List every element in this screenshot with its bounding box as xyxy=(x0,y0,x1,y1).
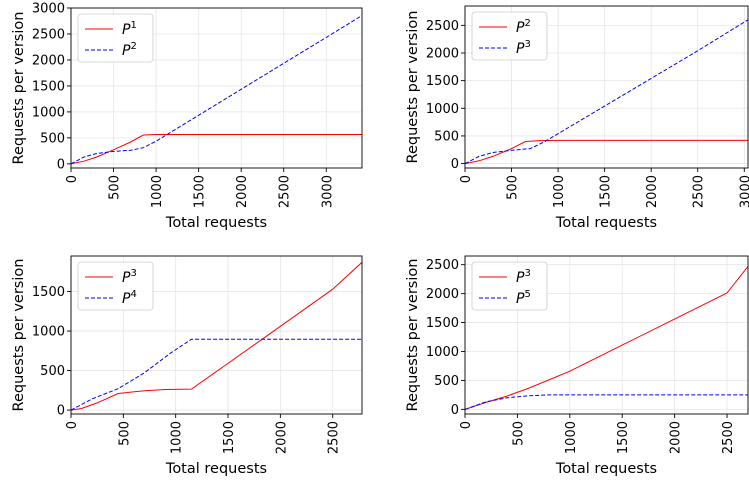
subplot-4: 0 500 1000 1500 2000 2500 0 500 1000 1500 2000 2500… xyxy=(405,255,749,477)
x-tick-label: 2000 xyxy=(669,421,684,454)
y-tick-label: 0 xyxy=(451,403,459,418)
x-tick-label: 0 xyxy=(65,421,80,429)
x-axis-label: Total requests xyxy=(165,461,267,477)
x-tick-label: 500 xyxy=(506,175,521,200)
x-tick-label: 2500 xyxy=(327,421,342,454)
x-tick-label: 2000 xyxy=(274,421,289,454)
legend-superscript: 5 xyxy=(524,289,530,300)
series-line-P2 xyxy=(465,139,748,165)
x-tick-label: 3000 xyxy=(320,175,335,208)
legend-superscript: 1 xyxy=(130,20,136,31)
x-tick-label: 500 xyxy=(511,421,526,446)
series-line-P3 xyxy=(465,266,748,410)
legend-box xyxy=(77,13,154,63)
subplot-3: 0 500 1000 1500 2000 2500 0 500 1000 1500 Total re… xyxy=(11,255,363,477)
axes-frame xyxy=(70,255,363,415)
y-tick-label: 500 xyxy=(434,129,459,144)
x-tick-label: 0 xyxy=(459,175,474,183)
x-tick-label: 2500 xyxy=(278,175,293,208)
x-tick-label: 500 xyxy=(108,175,123,200)
y-tick-label: 0 xyxy=(57,404,65,419)
series-line-P4 xyxy=(71,338,362,411)
y-tick-label: 0 xyxy=(57,157,65,172)
y-tick-label: 1500 xyxy=(426,74,459,89)
legend-superscript: 4 xyxy=(130,289,136,300)
x-tick-label: 1500 xyxy=(599,175,614,208)
x-tick-label: 1500 xyxy=(222,421,237,454)
legend-box xyxy=(471,261,548,311)
y-tick-label: 1000 xyxy=(426,345,459,360)
y-tick-label: 2500 xyxy=(426,258,459,273)
y-axis-label: Requests per version xyxy=(11,12,27,165)
legend-superscript: 3 xyxy=(130,268,136,279)
subplot-2: 0 500 1000 1500 2000 2500 3000 0 500 1000 1500 2000… xyxy=(405,5,749,231)
x-tick-label: 1000 xyxy=(170,421,185,454)
x-axis-label: Total requests xyxy=(555,461,657,477)
x-tick-label: 1000 xyxy=(552,175,567,208)
y-tick-label: 0 xyxy=(451,157,459,172)
series-line-P3 xyxy=(465,19,748,165)
x-tick-label: 0 xyxy=(65,175,80,183)
y-tick-label: 500 xyxy=(40,131,65,146)
x-tick-label: 2500 xyxy=(692,175,707,208)
x-tick-label: 2000 xyxy=(645,175,660,208)
y-tick-label: 2500 xyxy=(32,27,65,42)
series-line-P2 xyxy=(71,15,362,165)
y-tick-label: 1000 xyxy=(32,105,65,120)
y-tick-label: 2000 xyxy=(32,53,65,68)
legend-superscript: 3 xyxy=(524,268,530,279)
x-axis-label: Total requests xyxy=(555,215,657,231)
x-tick-label: 1500 xyxy=(616,421,631,454)
y-axis-label: Requests per version xyxy=(405,11,421,164)
y-tick-label: 2500 xyxy=(426,19,459,34)
x-axis-label: Total requests xyxy=(165,215,267,231)
axes-frame xyxy=(464,255,749,415)
x-tick-label: 0 xyxy=(459,421,474,429)
series-line-P5 xyxy=(465,394,748,410)
x-tick-label: 2500 xyxy=(721,421,736,454)
legend-superscript: 3 xyxy=(524,39,530,50)
axes-frame xyxy=(464,5,749,169)
y-tick-label: 500 xyxy=(40,364,65,379)
y-tick-label: 2000 xyxy=(426,46,459,61)
x-tick-label: 1000 xyxy=(150,175,165,208)
y-tick-label: 1000 xyxy=(32,325,65,340)
y-tick-label: 1500 xyxy=(32,285,65,300)
x-tick-label: 3000 xyxy=(738,175,749,208)
y-axis-label: Requests per version xyxy=(405,259,421,412)
y-axis-label: Requests per version xyxy=(11,259,27,412)
series-line-P1 xyxy=(71,134,362,165)
x-tick-label: 1500 xyxy=(193,175,208,208)
series-line-P3 xyxy=(71,261,362,411)
legend-superscript: 2 xyxy=(130,41,136,52)
y-tick-label: 1000 xyxy=(426,102,459,117)
y-tick-label: 3000 xyxy=(32,2,65,17)
x-tick-label: 1000 xyxy=(564,421,579,454)
y-tick-label: 1500 xyxy=(32,79,65,94)
axes-frame xyxy=(70,7,363,169)
legend-superscript: 2 xyxy=(524,18,530,29)
legend-box xyxy=(471,11,548,61)
legend-box xyxy=(77,261,154,311)
subplot-1: 0 500 1000 1500 2000 2500 3000 0 500 1000 1500 2000… xyxy=(11,2,363,231)
y-tick-label: 1500 xyxy=(426,316,459,331)
x-tick-label: 2000 xyxy=(235,175,250,208)
y-tick-label: 2000 xyxy=(426,287,459,302)
y-tick-label: 500 xyxy=(434,374,459,389)
x-tick-label: 500 xyxy=(117,421,132,446)
